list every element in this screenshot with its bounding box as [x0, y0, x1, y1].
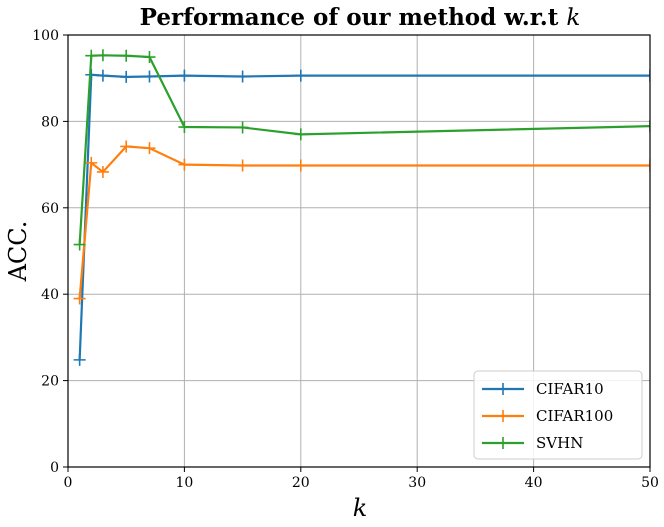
legend-swatch-marker	[497, 410, 509, 422]
data-point-marker	[85, 156, 98, 169]
legend-label: SVHN	[536, 434, 583, 452]
data-point-marker	[236, 121, 249, 134]
data-point-marker	[143, 70, 156, 83]
x-tick-label: 30	[408, 475, 426, 491]
data-point-marker	[73, 238, 86, 251]
series-svhn	[73, 49, 650, 251]
data-point-marker	[120, 49, 133, 62]
data-point-marker	[178, 121, 191, 134]
data-point-marker	[143, 51, 156, 64]
data-point-marker	[236, 159, 249, 172]
plot-area-frame	[67, 34, 651, 468]
y-tick-label: 80	[41, 114, 59, 130]
data-point-marker	[73, 292, 86, 305]
data-point-marker	[178, 158, 191, 171]
data-point-marker	[143, 142, 156, 155]
data-point-marker	[120, 140, 133, 153]
x-tick-label: 40	[525, 475, 543, 491]
x-tick-label: 0	[64, 475, 73, 491]
y-tick-label: 100	[32, 28, 59, 44]
data-point-marker	[644, 159, 650, 172]
data-point-marker	[85, 49, 98, 62]
series-line-cifar10	[78, 73, 650, 360]
data-point-marker	[73, 353, 86, 366]
axis-ticks: 0 10 20 30 40 50 0 20 40 60 80 100	[32, 28, 659, 491]
legend-swatch-marker	[497, 383, 509, 395]
data-point-marker	[294, 128, 307, 141]
series-line-cifar100	[78, 145, 650, 299]
x-tick-label: 20	[292, 475, 310, 491]
legend: CIFAR10 CIFAR100 SVHN	[473, 370, 643, 460]
data-point-marker	[644, 120, 650, 133]
x-tick-label: 50	[641, 475, 659, 491]
data-point-marker	[120, 70, 133, 83]
data-point-marker	[96, 165, 109, 178]
data-point-marker	[96, 49, 109, 62]
chart-title: Performance of our method w.r.t k	[140, 4, 581, 31]
x-axis-label: k	[353, 494, 368, 522]
y-tick-label: 0	[50, 460, 59, 476]
legend-box	[473, 370, 643, 460]
series-cifar100	[73, 140, 650, 305]
chart-title-variable: k	[566, 5, 580, 31]
series-cifar10	[73, 68, 650, 366]
data-point-marker	[96, 69, 109, 82]
chart-title-text: Performance of our method w.r.t	[140, 4, 559, 31]
data-point-marker	[178, 69, 191, 82]
legend-item-cifar10: CIFAR10	[482, 380, 604, 398]
data-point-marker	[294, 159, 307, 172]
y-tick-label: 20	[41, 374, 59, 390]
y-tick-label: 60	[41, 201, 59, 217]
x-tick-label: 10	[175, 475, 193, 491]
legend-item-cifar100: CIFAR100	[482, 407, 613, 425]
y-axis-label: ACC.	[4, 221, 32, 283]
legend-swatch-marker	[497, 437, 509, 449]
series-layer	[73, 49, 650, 366]
series-line-svhn	[78, 54, 650, 245]
data-point-marker	[236, 70, 249, 83]
data-point-marker	[644, 69, 650, 82]
legend-label: CIFAR100	[536, 407, 613, 425]
legend-label: CIFAR10	[536, 380, 604, 398]
y-tick-label: 40	[41, 287, 59, 303]
legend-item-svhn: SVHN	[482, 434, 583, 452]
data-point-marker	[294, 69, 307, 82]
